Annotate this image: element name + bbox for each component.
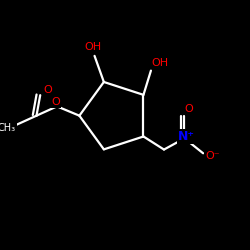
Text: OH: OH: [84, 42, 101, 52]
Text: O: O: [52, 97, 60, 107]
Text: CH₃: CH₃: [0, 123, 16, 133]
Text: N⁺: N⁺: [178, 130, 195, 143]
Text: O⁻: O⁻: [205, 151, 220, 161]
Text: O: O: [185, 104, 194, 114]
Text: O: O: [43, 84, 52, 94]
Text: OH: OH: [152, 58, 169, 68]
